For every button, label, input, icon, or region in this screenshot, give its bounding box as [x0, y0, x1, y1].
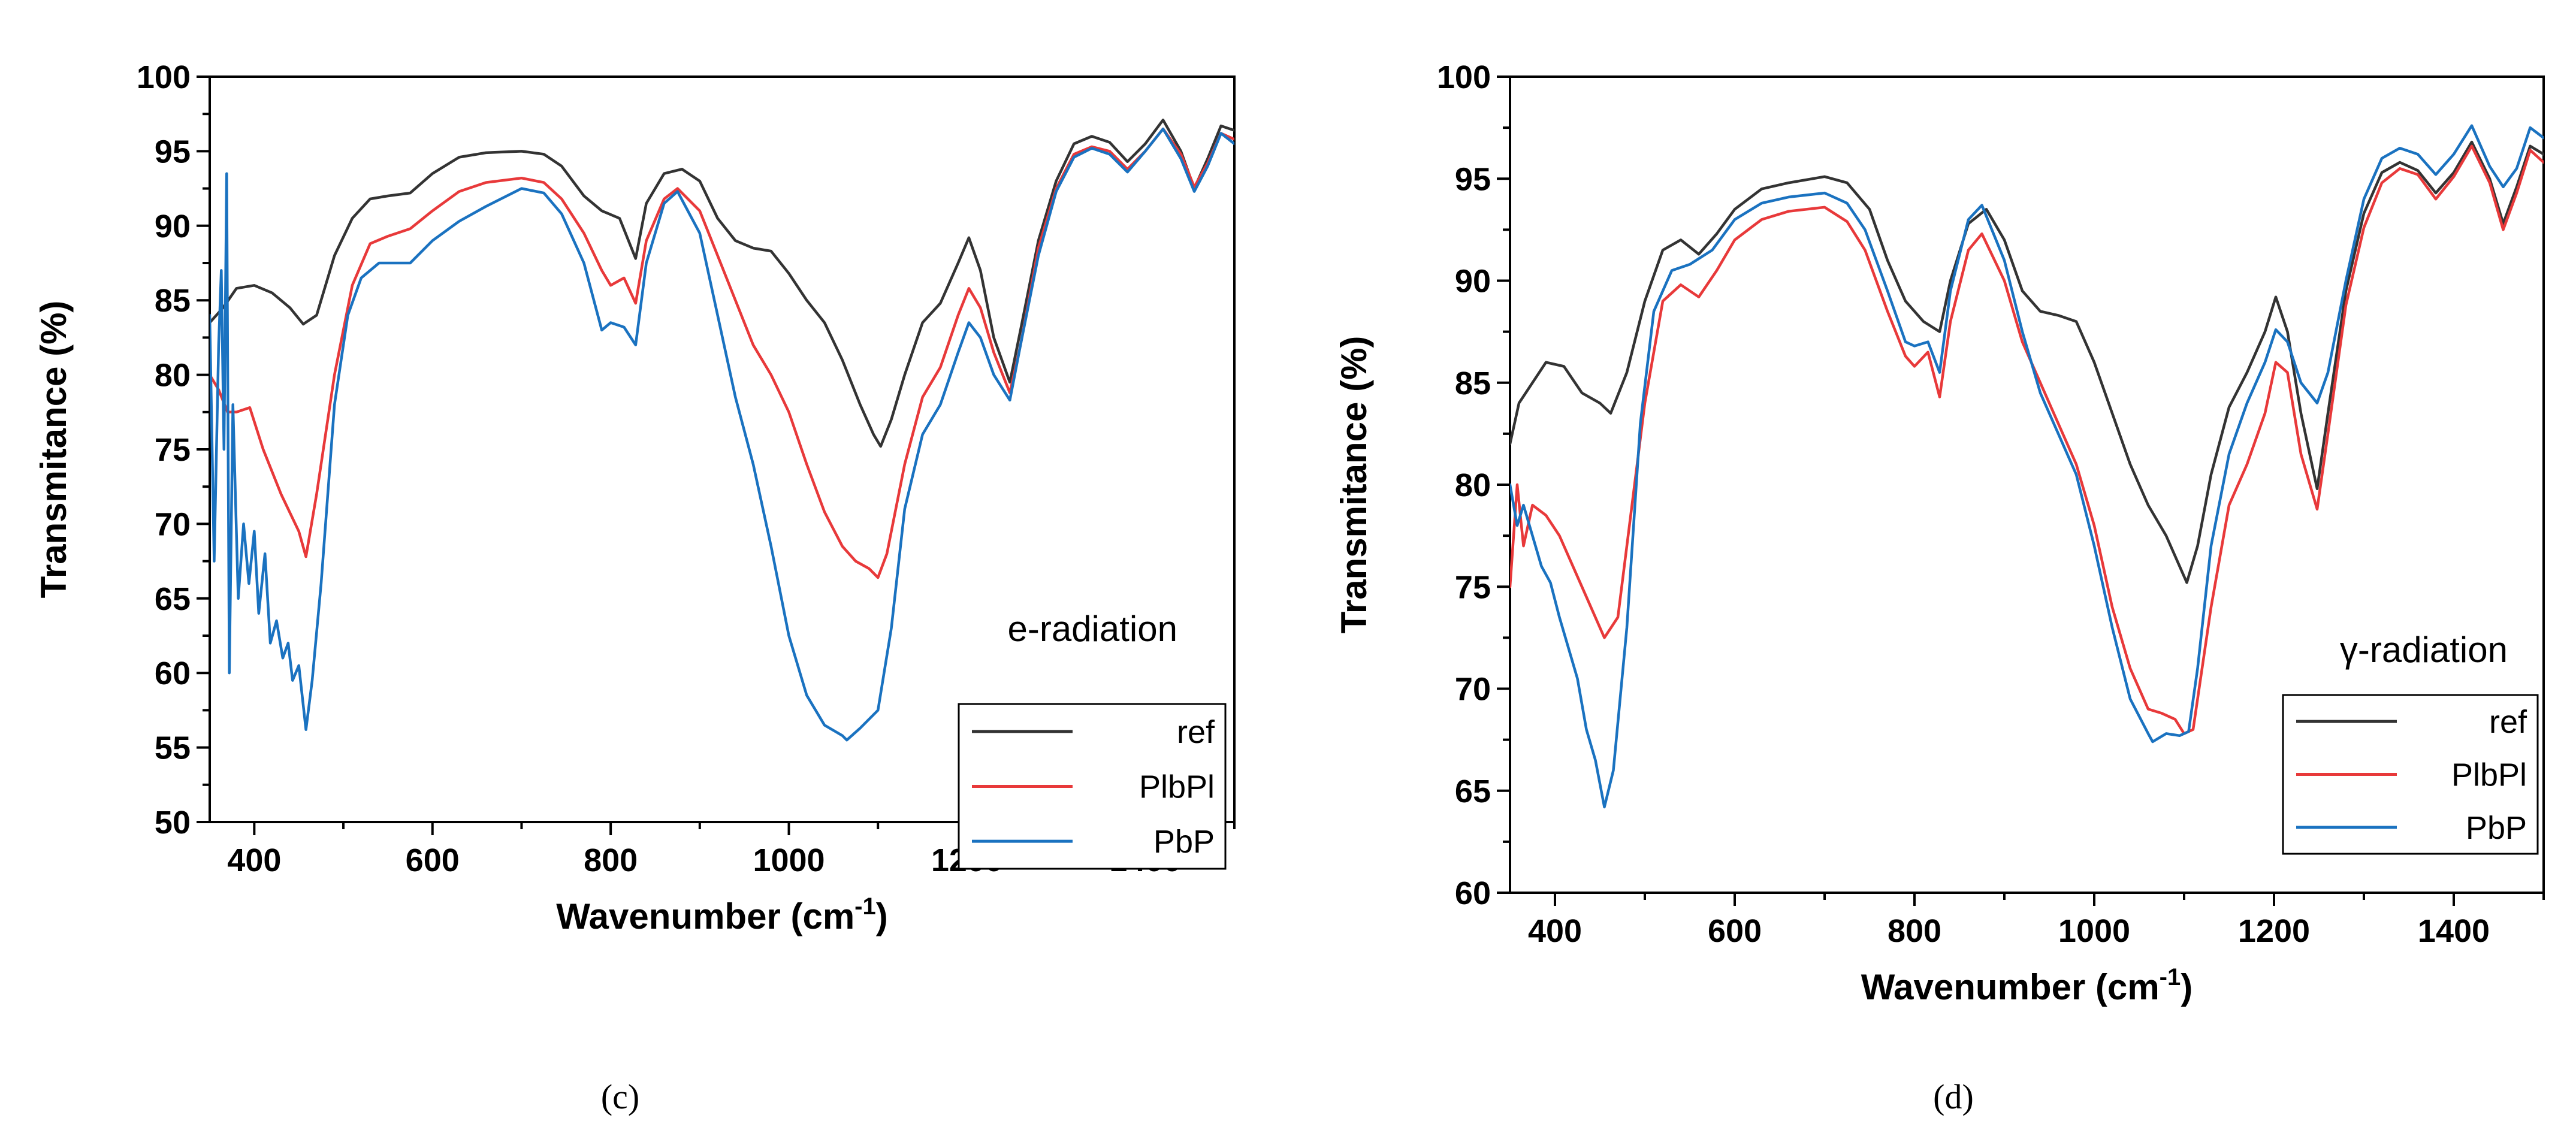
x-tick-label: 1000 [2058, 913, 2130, 949]
x-tick-label: 800 [584, 842, 638, 878]
y-tick-label: 100 [1437, 59, 1491, 95]
radiation-annotation: γ-radiation [2340, 630, 2508, 670]
x-axis-title: Wavenumber (cm-1) [556, 893, 887, 936]
x-tick-label: 1000 [753, 842, 825, 878]
y-axis-title: Transmitance (%) [1334, 336, 1374, 634]
series-line-pbp [210, 127, 1234, 742]
legend-label-pbp: PbP [1153, 824, 1215, 860]
panel-label: (c) [601, 1077, 639, 1116]
x-tick-label: 1200 [2238, 913, 2310, 949]
y-tick-label: 55 [155, 730, 191, 766]
y-tick-label: 90 [1455, 264, 1491, 300]
legend-label-plbpl: PlbPl [1139, 769, 1215, 805]
y-tick-label: 70 [155, 506, 191, 542]
series-group [1510, 124, 2544, 809]
series-line-pbp [1510, 124, 2544, 809]
x-tick-label: 800 [1888, 913, 1941, 949]
x-tick-label: 400 [1528, 913, 1582, 949]
y-tick-label: 100 [137, 59, 191, 95]
legend: ref PlbPl PbP [958, 703, 1227, 870]
y-tick-label: 65 [1455, 773, 1491, 809]
x-tick-label: 600 [406, 842, 460, 878]
chart-panel-0: 4006008001000120014005055606570758085909… [34, 59, 1236, 1116]
chart-panel-1: 400 600 800 1000 1200 1400 60 65 70 75 80 85 90 95 100… [1334, 59, 2545, 1116]
y-tick-label: 60 [1455, 875, 1491, 911]
legend-label-ref: ref [2489, 704, 2527, 740]
y-tick-label: 80 [155, 358, 191, 394]
y-tick-label: 65 [155, 581, 191, 617]
y-tick-label: 90 [155, 209, 191, 244]
panel-label: (d) [1933, 1077, 1974, 1116]
y-tick-label: 95 [1455, 161, 1491, 197]
legend-label-pbp: PbP [2466, 810, 2527, 846]
series-line-ref [210, 118, 1234, 448]
series-line-ref [1510, 140, 2544, 584]
y-tick-label: 85 [155, 283, 191, 319]
y-tick-label: 75 [155, 432, 191, 468]
x-axis-title: Wavenumber (cm-1) [1861, 964, 2193, 1007]
y-tick-label: 50 [155, 805, 191, 841]
x-tick-label: 400 [227, 842, 281, 878]
series-line-plbpl [210, 127, 1234, 579]
x-tick-label: 1400 [2418, 913, 2490, 949]
x-tick-label: 600 [1708, 913, 1762, 949]
legend-label-plbpl: PlbPl [2451, 757, 2527, 793]
series-group [210, 118, 1234, 742]
y-axis-title: Transmitance (%) [34, 301, 74, 599]
y-tick-label: 95 [155, 134, 191, 170]
legend: ref PlbPl PbP [2282, 694, 2539, 855]
radiation-annotation: e-radiation [1007, 609, 1177, 649]
legend-label-ref: ref [1177, 714, 1215, 750]
y-tick-label: 75 [1455, 569, 1491, 605]
y-tick-label: 70 [1455, 672, 1491, 708]
y-tick-label: 60 [155, 655, 191, 691]
y-tick-label: 85 [1455, 365, 1491, 401]
y-tick-label: 80 [1455, 467, 1491, 503]
